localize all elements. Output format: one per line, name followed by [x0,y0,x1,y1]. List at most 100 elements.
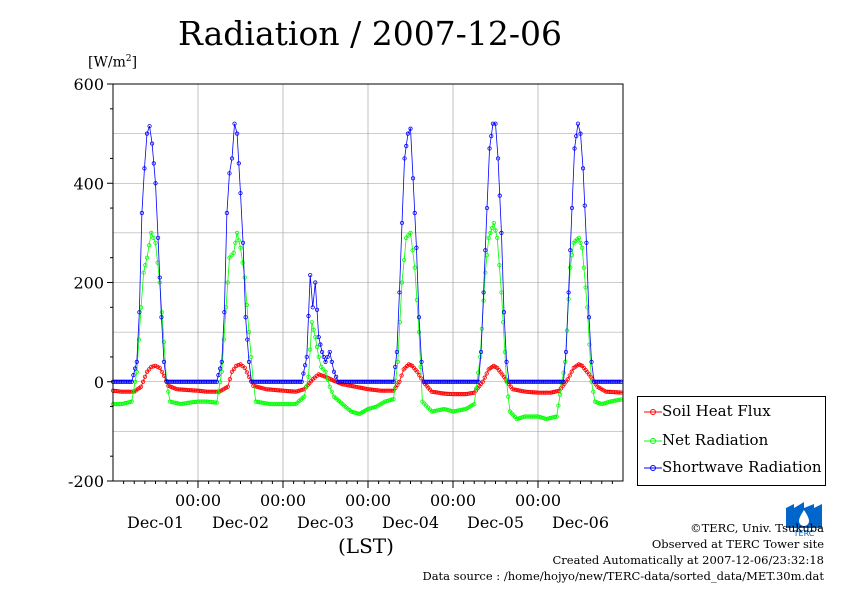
series-soil-heat-flux [110,362,624,397]
data-point-net-radiation [240,260,245,265]
data-point-shortwave-radiation [131,373,136,378]
data-point-net-radiation [308,347,313,352]
data-point-net-radiation [304,384,309,389]
data-point-net-radiation [583,285,588,290]
data-point-shortwave-radiation [127,379,133,384]
data-point-shortwave-radiation [214,379,219,384]
data-point-shortwave-radiation [580,166,586,171]
data-point-shortwave-radiation [478,349,484,355]
data-point-soil-heat-flux [391,388,396,393]
legend-label-shortwave-radiation: Shortwave Radiation [662,458,822,476]
data-point-soil-heat-flux [140,379,146,384]
data-point-net-radiation [391,397,396,402]
legend-item-soil-heat-flux: Soil Heat Flux [638,399,825,425]
data-point-net-radiation [408,230,413,235]
data-point-net-radiation [506,394,511,399]
data-point-soil-heat-flux [151,364,156,369]
data-point-shortwave-radiation [316,334,321,340]
data-point-shortwave-radiation [484,205,490,211]
data-point-net-radiation [306,374,311,379]
data-point-soil-heat-flux [399,373,404,378]
data-point-shortwave-radiation [617,379,622,384]
data-point-shortwave-radiation [297,379,303,384]
data-point-net-radiation [576,235,581,240]
data-point-soil-heat-flux [617,390,622,395]
data-point-shortwave-radiation [236,161,241,166]
data-point-shortwave-radiation [243,315,248,320]
x-day-label: Dec-05 [467,513,524,532]
data-point-net-radiation [587,342,592,347]
credit-observed: Observed at TERC Tower site [651,537,824,551]
data-point-shortwave-radiation [393,364,398,369]
data-point-shortwave-radiation [301,371,306,376]
data-point-net-radiation [159,310,164,315]
data-point-net-radiation [486,235,491,240]
y-tick-label: 600 [73,75,104,94]
data-point-soil-heat-flux [555,388,560,394]
data-point-shortwave-radiation [235,131,240,136]
data-point-net-radiation [235,230,240,235]
data-point-shortwave-radiation [563,349,569,355]
data-point-shortwave-radiation [589,359,594,364]
credit-source: Data source : /home/hojyo/new/TERC-data/… [422,569,824,583]
data-point-shortwave-radiation [394,349,399,355]
logo-text: TERC [793,529,815,538]
data-point-shortwave-radiation [314,307,320,312]
data-point-net-radiation [242,275,247,280]
terc-logo: TERC [786,502,822,538]
data-point-net-radiation [557,392,563,397]
data-point-shortwave-radiation [389,379,394,384]
data-point-shortwave-radiation [568,248,573,253]
data-point-shortwave-radiation [325,354,330,360]
data-point-shortwave-radiation [404,143,409,149]
data-point-shortwave-radiation [397,290,402,295]
data-point-shortwave-radiation [584,240,589,245]
x-tick-label: 00:00 [515,491,561,510]
data-point-net-radiation [568,265,573,270]
data-point-shortwave-radiation [487,146,492,151]
y-tick-label: 400 [73,174,104,193]
data-point-shortwave-radiation [327,349,332,355]
data-point-net-radiation [552,414,558,420]
data-point-soil-heat-flux [244,370,249,375]
data-point-net-radiation [143,263,148,268]
data-point-net-radiation [175,401,180,406]
data-point-soil-heat-flux [252,384,258,389]
data-point-net-radiation [497,263,502,268]
data-point-shortwave-radiation [419,359,424,364]
data-point-soil-heat-flux [232,366,237,371]
data-point-soil-heat-flux [567,373,572,378]
data-point-shortwave-radiation [561,379,566,384]
data-point-net-radiation [412,265,417,270]
legend-item-shortwave-radiation: Shortwave Radiation [638,455,825,481]
data-point-soil-heat-flux [484,371,489,376]
data-point-net-radiation [316,354,321,360]
data-point-net-radiation [249,354,254,360]
grid-lines [113,84,623,481]
data-point-net-radiation [311,327,316,332]
y-axis-unit-text: [W/m [88,54,126,71]
data-point-shortwave-radiation [572,146,577,151]
data-point-soil-heat-flux [227,377,232,382]
data-point-shortwave-radiation [318,342,323,347]
data-point-soil-heat-flux [389,388,394,393]
data-point-net-radiation [127,399,133,405]
credit-created: Created Automatically at 2007-12-06/23:3… [552,553,825,567]
x-tick-label: 00:00 [430,491,476,510]
data-point-net-radiation [327,384,332,389]
data-point-soil-heat-flux [144,369,150,374]
data-point-shortwave-radiation [481,290,486,295]
data-point-net-radiation [147,243,152,248]
data-point-shortwave-radiation [402,156,407,161]
data-point-shortwave-radiation [306,313,311,319]
data-point-shortwave-radiation [399,220,405,226]
data-point-shortwave-radiation [134,359,139,364]
data-point-shortwave-radiation [329,359,334,364]
data-point-shortwave-radiation [129,379,134,384]
data-point-net-radiation [129,399,134,404]
data-point-shortwave-radiation [245,337,250,342]
data-point-shortwave-radiation [566,290,571,295]
data-point-shortwave-radiation [405,131,411,136]
y-axis-unit-superscript: 2 [125,54,132,64]
data-point-shortwave-radiation [161,359,167,364]
